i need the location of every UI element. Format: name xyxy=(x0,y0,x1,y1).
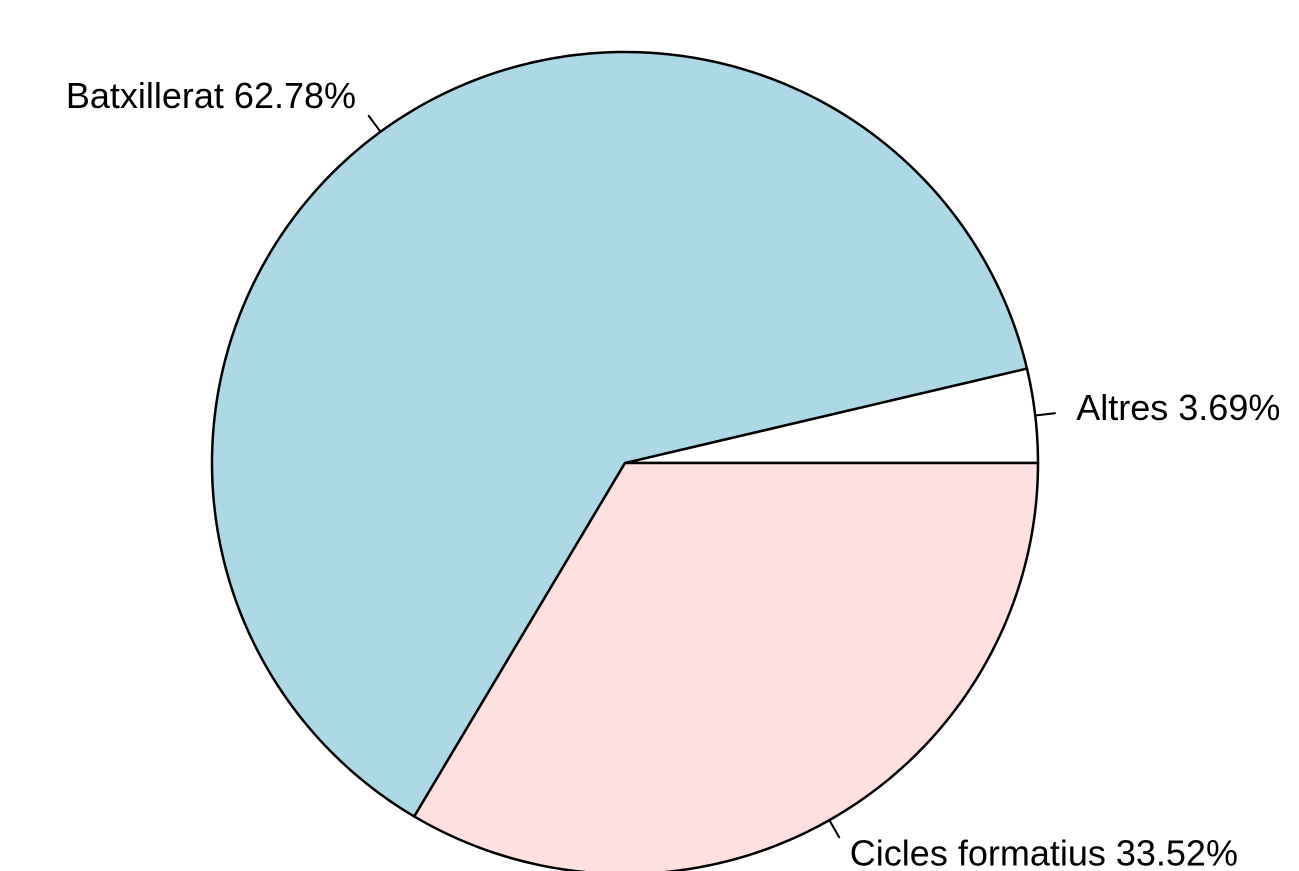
slice-label-batxillerat: Batxillerat 62.78% xyxy=(66,75,356,116)
leader-line-batxillerat xyxy=(367,114,382,133)
leader-line-cicles-formatius xyxy=(828,819,841,839)
slice-labels: Altres 3.69% Batxillerat 62.78% Cicles for… xyxy=(66,75,1280,871)
pie-slices xyxy=(210,50,1040,871)
label-leader-lines xyxy=(367,114,1056,839)
leader-line-altres xyxy=(1035,412,1056,417)
slice-label-cicles-formatius: Cicles formatius 33.52% xyxy=(850,832,1238,871)
pie-slice-cicles-formatius xyxy=(412,461,1040,871)
pie-slice-batxillerat xyxy=(210,50,1029,818)
slice-label-altres: Altres 3.69% xyxy=(1076,387,1280,428)
